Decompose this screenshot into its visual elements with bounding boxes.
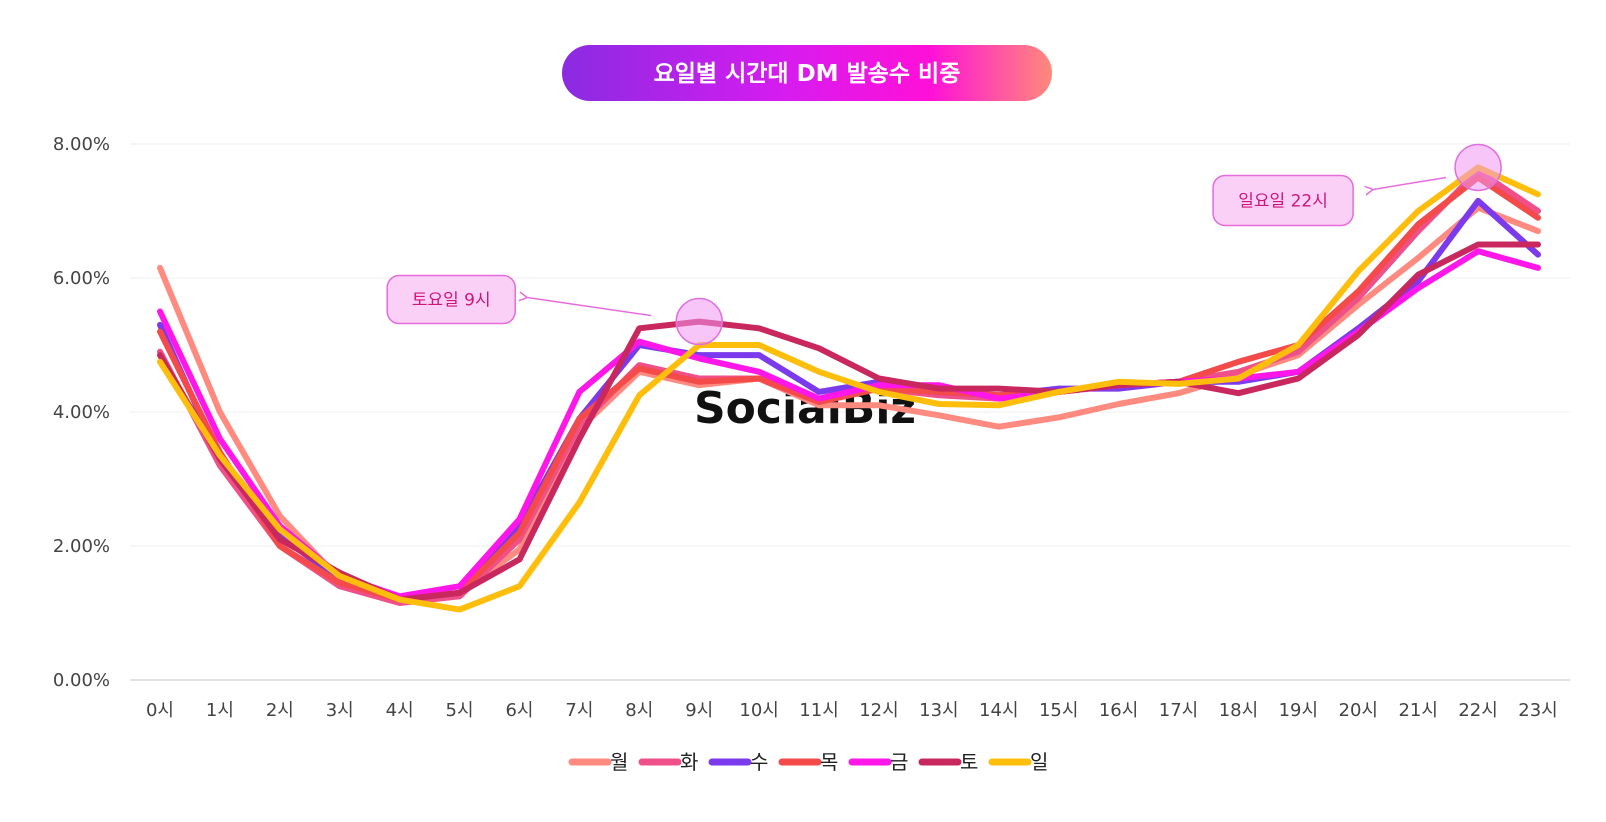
y-tick-label: 4.00%: [53, 402, 110, 423]
annotations: 토요일 9시 일요일 22시: [386, 143, 1502, 346]
legend-item-금: 금: [848, 750, 908, 774]
x-tick-label: 21시: [1398, 700, 1437, 721]
x-tick-label: 8시: [625, 700, 653, 721]
x-tick-label: 15시: [1039, 700, 1078, 721]
x-tick-label: 4시: [386, 700, 414, 721]
x-tick-label: 14시: [979, 700, 1018, 721]
x-tick-label: 11시: [799, 700, 838, 721]
annotation-text: 토요일 9시: [412, 291, 491, 311]
legend-item-화: 화: [638, 750, 698, 774]
chart-title-text: 요일별 시간대 DM 발송수 비중: [654, 61, 961, 87]
legend-item-목: 목: [778, 750, 838, 774]
series-lines: [157, 164, 1541, 613]
legend-label: 일: [1030, 750, 1048, 774]
x-tick-label: 19시: [1279, 700, 1318, 721]
legend-label: 화: [680, 750, 698, 774]
x-tick-label: 18시: [1219, 700, 1258, 721]
annotation-leader: [527, 296, 652, 317]
x-tick-label: 23시: [1518, 700, 1557, 721]
legend-label: 목: [820, 750, 838, 774]
x-tick-label: 0시: [146, 700, 174, 721]
y-tick-label: 8.00%: [53, 134, 110, 155]
legend-item-토: 토: [918, 750, 978, 774]
annotation-arrowhead: [1364, 185, 1375, 196]
annotation-leader: [1372, 176, 1447, 191]
x-tick-label: 12시: [859, 700, 898, 721]
x-tick-label: 1시: [206, 700, 234, 721]
series-line-일: [157, 164, 1541, 613]
x-tick-label: 2시: [266, 700, 294, 721]
x-tick-label: 16시: [1099, 700, 1138, 721]
legend-item-일: 일: [988, 750, 1048, 774]
annotation-marker: [1454, 143, 1502, 192]
x-tick-label: 17시: [1159, 700, 1198, 721]
legend-label: 토: [960, 750, 978, 774]
annotation-box: [1212, 174, 1354, 227]
x-tick-label: 13시: [919, 700, 958, 721]
x-tick-label: 6시: [505, 700, 533, 721]
annotation-text: 일요일 22시: [1238, 191, 1328, 211]
y-axis: 0.00% 2.00% 4.00% 6.00% 8.00%: [53, 134, 110, 691]
x-tick-label: 10시: [739, 700, 778, 721]
chart-title: 요일별 시간대 DM 발송수 비중: [562, 45, 1052, 101]
x-tick-label: 3시: [326, 700, 354, 721]
y-tick-label: 2.00%: [53, 536, 110, 557]
legend-item-월: 월: [568, 750, 628, 774]
y-tick-label: 0.00%: [53, 670, 110, 691]
series-line-월: [157, 204, 1541, 603]
legend-label: 금: [890, 750, 908, 774]
legend-item-수: 수: [708, 750, 768, 774]
x-tick-label: 22시: [1458, 700, 1497, 721]
annotation-arrowhead: [518, 291, 529, 302]
x-axis: 0시 1시 2시 3시 4시 5시 6시 7시 8시 9시 10시 11시 12시 13시 14시 15시 16…: [146, 700, 1558, 721]
legend-label: 수: [750, 750, 768, 774]
legend-label: 월: [610, 750, 628, 774]
annotation-marker: [675, 297, 723, 346]
grid: [130, 143, 1570, 681]
y-tick-label: 6.00%: [53, 268, 110, 289]
x-tick-label: 5시: [446, 700, 474, 721]
annotation-box: [386, 274, 516, 325]
x-tick-label: 9시: [685, 700, 713, 721]
x-tick-label: 20시: [1339, 700, 1378, 721]
x-tick-label: 7시: [565, 700, 593, 721]
